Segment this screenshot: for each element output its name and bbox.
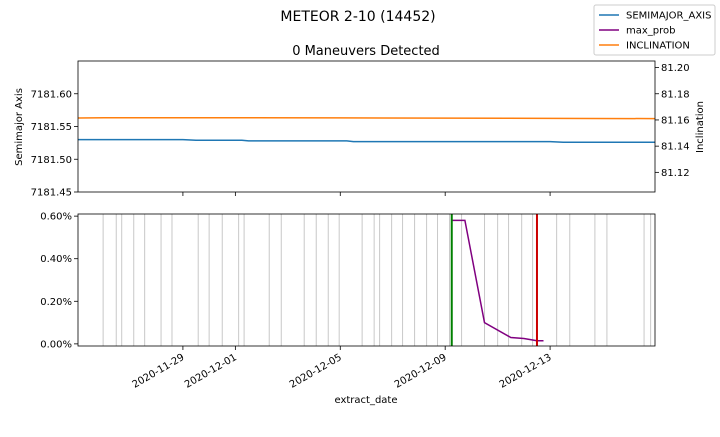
bottom-y-tick-label: 0.00%	[40, 339, 72, 350]
left-y-tick-label: 7181.50	[31, 155, 72, 166]
legend-entry: max_prob	[626, 26, 676, 37]
right-y-tick-label: 81.14	[661, 142, 690, 153]
left-y-tick-label: 7181.45	[31, 188, 72, 199]
x-tick-label: 2020-12-13	[498, 352, 554, 391]
x-tick-label: 2020-12-01	[183, 352, 239, 391]
legend: SEMIMAJOR_AXIS max_prob INCLINATION	[593, 4, 716, 56]
bottom-y-tick-label: 0.60%	[40, 212, 72, 223]
chart-title: METEOR 2-10 (14452)	[280, 9, 435, 25]
bottom-y-tick-label: 0.20%	[40, 297, 72, 308]
right-y-tick-label: 81.20	[661, 63, 690, 74]
right-y-tick-label: 81.16	[661, 115, 690, 126]
right-y-tick-label: 81.12	[661, 168, 690, 179]
x-tick-label: 2020-12-09	[393, 352, 449, 391]
bottom-y-tick-label: 0.40%	[40, 254, 72, 265]
x-tick-label: 2020-11-29	[131, 352, 187, 391]
legend-box	[593, 4, 716, 56]
right-y-axis-label: Inclination	[695, 101, 706, 153]
x-tick-label: 2020-12-05	[288, 352, 344, 391]
semimajor-axis-line	[78, 138, 655, 143]
legend-entry: SEMIMAJOR_AXIS	[626, 11, 711, 22]
left-y-axis-label: Semimajor Axis	[14, 88, 25, 166]
left-y-tick-label: 7181.60	[31, 89, 72, 100]
inclination-line	[77, 116, 656, 120]
top-panel-frame	[77, 60, 656, 193]
legend-entry: INCLINATION	[626, 41, 690, 52]
x-axis-label: extract_date	[334, 395, 397, 406]
top-panel-subtitle: 0 Maneuvers Detected	[292, 44, 440, 59]
bottom-panel-frame	[77, 213, 656, 347]
left-y-tick-label: 7181.55	[31, 122, 72, 133]
right-y-tick-label: 81.18	[661, 89, 690, 100]
